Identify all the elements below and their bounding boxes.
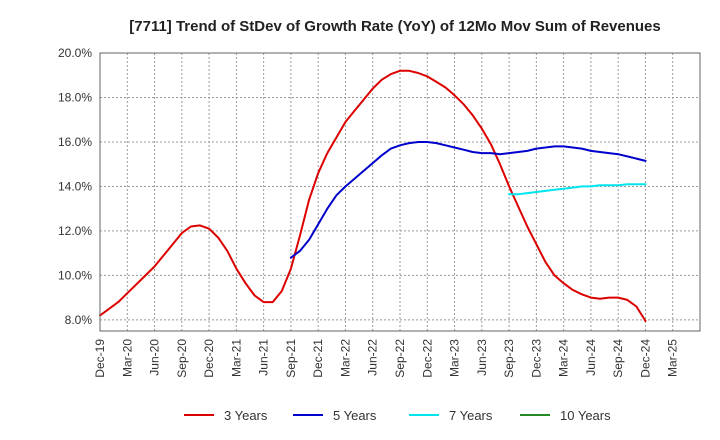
series-layer [99, 69, 647, 322]
legend-item: 7 Years [409, 408, 493, 423]
x-tick-label: Sep-23 [502, 339, 516, 378]
x-tick-label: Mar-25 [666, 339, 680, 377]
x-tick-label: Mar-23 [448, 339, 462, 377]
legend-item: 10 Years [520, 408, 611, 423]
chart-title: [7711] Trend of StDev of Growth Rate (Yo… [129, 18, 660, 35]
x-tick-label: Mar-21 [229, 339, 243, 377]
legend: 3 Years 5 Years 7 Years 10 Years [184, 408, 611, 423]
legend-label: 7 Years [449, 408, 493, 423]
y-tick-label: 8.0% [65, 313, 93, 327]
x-tick-label: Jun-23 [475, 339, 489, 376]
y-tick-label: 20.0% [58, 46, 92, 60]
series-line-7-years [508, 183, 647, 196]
series-line-5-years [289, 141, 647, 259]
x-axis: Dec-19 Mar-20 Jun-20 Sep-20 Dec-20 Mar-21 Jun-… [93, 339, 680, 378]
x-tick-label: Mar-22 [338, 339, 352, 377]
y-tick-label: 12.0% [58, 224, 92, 238]
series-line-3-years [99, 69, 647, 322]
x-tick-label: Mar-20 [120, 339, 134, 377]
x-tick-label: Dec-23 [529, 339, 543, 378]
x-tick-label: Jun-24 [584, 339, 598, 376]
y-axis: 8.0% 10.0% 12.0% 14.0% 16.0% 18.0% 20.0% [58, 46, 92, 327]
y-tick-label: 18.0% [58, 90, 92, 104]
legend-item: 5 Years [293, 408, 377, 423]
y-tick-label: 10.0% [58, 268, 92, 282]
x-tick-label: Jun-20 [148, 339, 162, 376]
legend-item: 3 Years [184, 408, 268, 423]
x-tick-label: Mar-24 [557, 339, 571, 377]
x-tick-label: Dec-24 [638, 339, 652, 378]
y-tick-label: 16.0% [58, 135, 92, 149]
x-tick-label: Sep-21 [284, 339, 298, 378]
x-tick-label: Dec-20 [202, 339, 216, 378]
x-tick-label: Sep-24 [611, 339, 625, 378]
plot-frame [99, 52, 701, 332]
plot-area [100, 53, 700, 331]
x-tick-label: Sep-22 [393, 339, 407, 378]
x-tick-label: Jun-22 [366, 339, 380, 376]
x-tick-label: Jun-21 [257, 339, 271, 376]
legend-label: 3 Years [224, 408, 268, 423]
x-tick-label: Dec-19 [93, 339, 107, 378]
legend-label: 10 Years [560, 408, 611, 423]
x-tick-label: Sep-20 [175, 339, 189, 378]
x-tick-label: Dec-21 [311, 339, 325, 378]
legend-label: 5 Years [333, 408, 377, 423]
y-tick-label: 14.0% [58, 179, 92, 193]
x-tick-label: Dec-22 [420, 339, 434, 378]
